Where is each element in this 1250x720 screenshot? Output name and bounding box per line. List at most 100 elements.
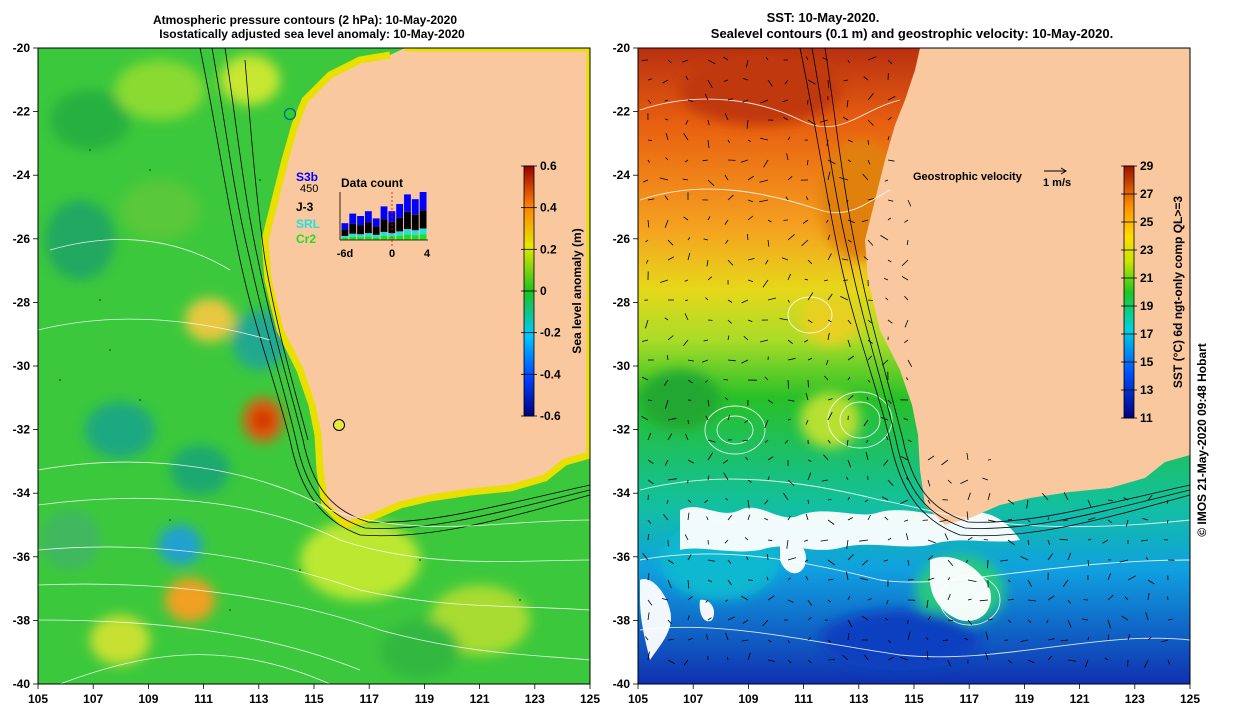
pressure-contours	[38, 239, 590, 684]
velocity-arrow	[747, 279, 754, 282]
left-lat-label: -24	[13, 168, 31, 182]
velocity-arrow	[884, 516, 889, 521]
velocity-arrow	[743, 78, 749, 81]
right-lat-label: -36	[613, 550, 631, 564]
velocity-arrow	[707, 139, 710, 148]
velocity-arrow	[747, 652, 751, 661]
velocity-arrow	[747, 499, 750, 509]
velocity-arrow	[1107, 519, 1113, 524]
velocity-arrow	[707, 452, 714, 461]
velocity-arrow	[947, 559, 954, 567]
velocity-arrow	[707, 216, 711, 221]
velocity-arrow	[687, 499, 692, 503]
velocity-arrow	[887, 259, 892, 263]
velocity-arrow	[741, 359, 749, 364]
velocity-arrow	[664, 317, 669, 321]
velocity-arrow	[805, 419, 809, 425]
sst-colorbar-gradient	[1123, 165, 1135, 419]
velocity-arrow	[867, 339, 873, 344]
velocity-arrow	[1147, 494, 1153, 501]
velocity-arrow	[667, 417, 677, 421]
sst-colorbar-tick-label: 13	[1140, 383, 1154, 397]
velocity-arrow	[707, 439, 716, 443]
velocity-arrow	[907, 631, 911, 641]
velocity-arrow	[724, 397, 729, 401]
velocity-arrow	[704, 499, 709, 504]
velocity-arrow	[727, 335, 730, 341]
data-count-bar-segment	[411, 214, 419, 231]
velocity-arrow	[1084, 659, 1089, 668]
velocity-arrow	[724, 219, 729, 225]
data-count-bar-segment	[341, 229, 349, 236]
velocity-arrow	[664, 118, 669, 121]
velocity-arrow	[904, 519, 909, 522]
velocity-arrow	[707, 617, 712, 621]
velocity-arrow	[1027, 659, 1035, 664]
velocity-arrow	[687, 252, 691, 261]
sla-colorbar: 0.6 0.4 0.2 0 -0.2 -0.4 -0.6 Sea level anomaly…	[521, 159, 584, 423]
velocity-arrow	[866, 396, 869, 401]
sla-colorbar-label: Sea level anomaly (m)	[570, 228, 584, 353]
right-lon-label: 121	[1070, 692, 1090, 706]
right-lon-axis: 105 107 109 111 113 115 117 119 121 123 125	[628, 684, 1200, 706]
velocity-arrow	[724, 539, 729, 544]
velocity-arrow	[966, 452, 969, 461]
velocity-arrow	[767, 476, 770, 481]
velocity-arrow	[664, 459, 669, 466]
velocity-arrow	[941, 459, 949, 466]
velocity-arrow	[727, 259, 734, 266]
velocity-arrow	[787, 599, 794, 603]
velocity-arrow	[785, 196, 789, 201]
velocity-arrow	[939, 519, 949, 522]
velocity-arrow	[840, 296, 849, 301]
velocity-arrow	[985, 631, 989, 641]
velocity-arrow	[760, 137, 769, 141]
velocity-arrow	[827, 199, 831, 207]
velocity-arrow	[827, 79, 829, 89]
velocity-arrow	[927, 539, 936, 544]
data-count-bar-segment	[364, 211, 372, 223]
velocity-arrow	[827, 599, 831, 603]
velocity-arrow	[683, 659, 689, 666]
velocity-arrow	[927, 455, 935, 461]
data-count-bar-segment	[372, 226, 380, 235]
velocity-arrow	[864, 654, 869, 661]
right-lat-label: -24	[613, 168, 631, 182]
data-count-bar-segment	[364, 236, 372, 240]
left-lat-label: -20	[13, 41, 31, 55]
velocity-arrow	[944, 533, 949, 541]
velocity-arrow	[667, 239, 674, 246]
velocity-arrow	[987, 559, 989, 569]
velocity-arrow	[741, 639, 749, 642]
velocity-arrow	[647, 479, 654, 485]
left-lon-axis: 105 107 109 111 113 115 117 119 121 123 125	[28, 684, 600, 706]
velocity-arrow	[807, 159, 809, 166]
velocity-arrow	[1000, 559, 1009, 562]
velocity-arrow	[727, 559, 732, 564]
velocity-arrow	[926, 651, 929, 661]
velocity-arrow	[883, 459, 889, 466]
velocity-arrow	[706, 516, 709, 521]
velocity-arrow	[801, 239, 809, 247]
velocity-arrow	[826, 219, 829, 223]
velocity-arrow	[687, 237, 691, 241]
velocity-arrow	[779, 318, 789, 321]
velocity-arrow	[759, 199, 769, 203]
velocity-arrow	[843, 79, 849, 82]
right-lat-axis: -20 -22 -24 -26 -28 -30 -32 -34 -36 -38 -40	[613, 41, 638, 691]
velocity-arrow	[987, 519, 996, 523]
velocity-arrow	[807, 79, 816, 85]
velocity-arrow	[807, 637, 812, 641]
data-count-bar-segment	[380, 219, 388, 232]
velocity-arrow	[905, 377, 909, 381]
left-lat-label: -22	[13, 105, 31, 119]
velocity-arrow	[804, 539, 809, 542]
velocity-arrow	[665, 132, 669, 141]
left-lon-label: 111	[194, 692, 213, 706]
data-count-bar-segment	[404, 234, 411, 240]
velocity-arrow	[787, 515, 791, 521]
velocity-arrow	[707, 579, 713, 583]
right-lon-label: 115	[904, 692, 924, 706]
velocity-arrow	[767, 219, 772, 223]
